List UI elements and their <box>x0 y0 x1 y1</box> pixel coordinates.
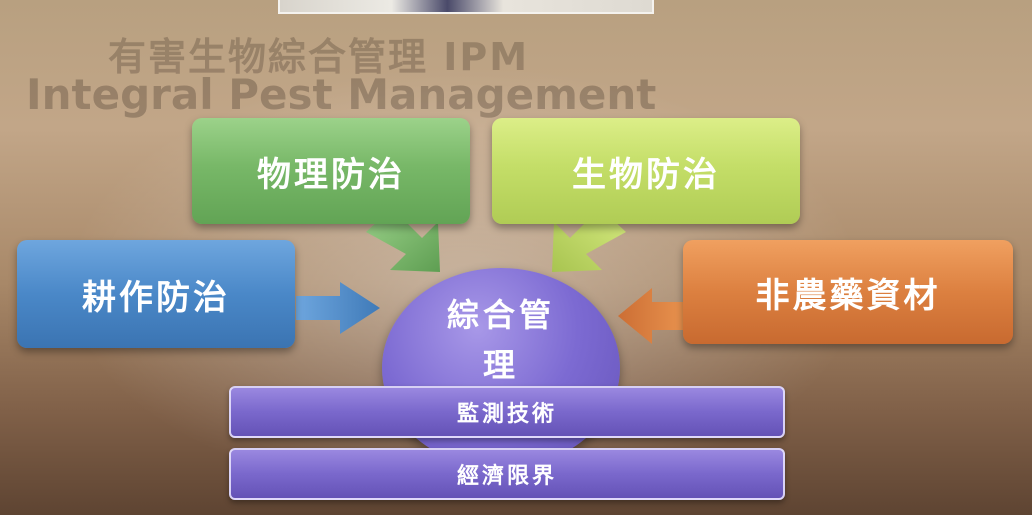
box-physical-control: 物理防治 <box>192 118 470 224</box>
box-cultural-control: 耕作防治 <box>17 240 295 348</box>
arrow-cultural-icon <box>296 282 380 334</box>
arrow-non-pesticide-icon <box>618 288 684 344</box>
slide-title-english: Integral Pest Management <box>26 70 657 119</box>
bar-economic-threshold: 經濟限界 <box>229 448 785 500</box>
center-label: 綜合管 理 <box>382 290 620 390</box>
bar-monitoring-technology: 監測技術 <box>229 386 785 438</box>
top-photo-strip <box>278 0 654 14</box>
box-biological-control: 生物防治 <box>492 118 800 224</box>
slide-title-chinese: 有害生物綜合管理 IPM <box>108 35 530 79</box>
center-label-line1: 綜合管 <box>446 296 555 334</box>
box-non-pesticide-materials: 非農藥資材 <box>683 240 1013 344</box>
center-label-line2: 理 <box>482 346 519 384</box>
